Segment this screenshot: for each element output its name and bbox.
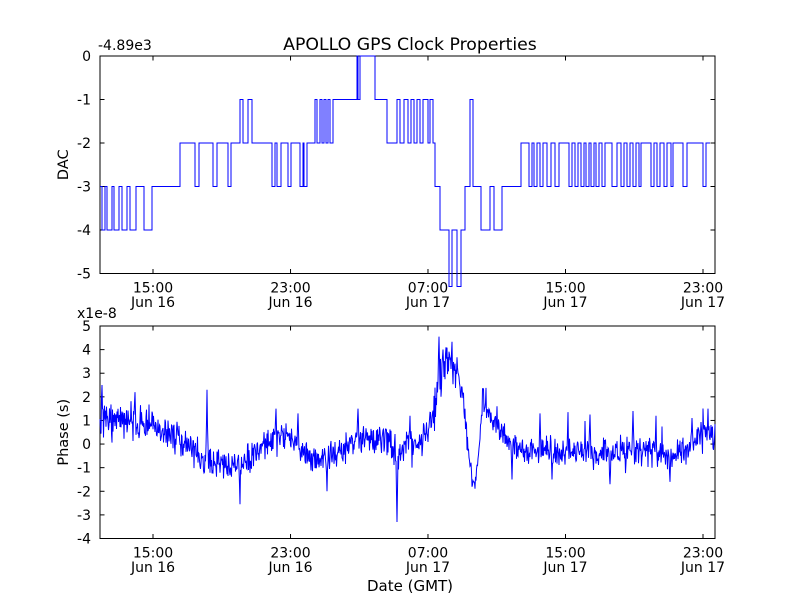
tick-label: -3 xyxy=(77,508,91,524)
dac-series xyxy=(100,55,710,288)
tick-label: -4 xyxy=(77,532,91,548)
tick-label: Jun 16 xyxy=(267,560,312,576)
phase-series xyxy=(99,336,716,522)
tick-label: Jun 16 xyxy=(130,295,175,311)
tick-label: 23:00 xyxy=(683,546,723,562)
tick-label: 15:00 xyxy=(133,546,173,562)
tick-label: 2 xyxy=(82,390,91,406)
tick-label: Jun 17 xyxy=(542,295,587,311)
dac-offset-label: -4.89e3 xyxy=(98,38,152,54)
tick-label: 23:00 xyxy=(683,281,723,297)
tick-label: 0 xyxy=(82,437,91,453)
tick-label: -1 xyxy=(77,461,91,477)
tick-label: -2 xyxy=(77,484,91,500)
tick-label: Jun 17 xyxy=(680,295,725,311)
dac-ylabel: DAC xyxy=(56,149,72,180)
tick-label: 07:00 xyxy=(408,281,448,297)
tick-label: Jun 16 xyxy=(267,295,312,311)
tick-label: -2 xyxy=(77,136,91,152)
tick-label: Jun 17 xyxy=(542,560,587,576)
tick-label: 4 xyxy=(82,343,91,359)
tick-label: 5 xyxy=(82,319,91,335)
xaxis-label: Date (GMT) xyxy=(367,577,453,595)
tick-label: 3 xyxy=(82,366,91,382)
tick-label: Jun 16 xyxy=(130,560,175,576)
tick-label: 15:00 xyxy=(133,281,173,297)
tick-label: -3 xyxy=(77,180,91,196)
phase-ylabel: Phase (s) xyxy=(56,399,72,466)
tick-label: 15:00 xyxy=(545,546,585,562)
tick-label: -5 xyxy=(77,267,91,283)
tick-label: 15:00 xyxy=(545,281,585,297)
tick-label: 1 xyxy=(82,413,91,429)
chart-title: APOLLO GPS Clock Properties xyxy=(283,35,537,55)
tick-label: -1 xyxy=(77,93,91,109)
tick-label: Jun 17 xyxy=(405,295,450,311)
tick-label: 23:00 xyxy=(270,546,310,562)
tick-label: 23:00 xyxy=(270,281,310,297)
tick-label: Jun 17 xyxy=(680,560,725,576)
tick-label: 0 xyxy=(82,49,91,65)
tick-label: Jun 17 xyxy=(405,560,450,576)
tick-label: 07:00 xyxy=(408,546,448,562)
tick-label: -4 xyxy=(77,223,91,239)
phase-offset-label: x1e-8 xyxy=(77,306,117,322)
